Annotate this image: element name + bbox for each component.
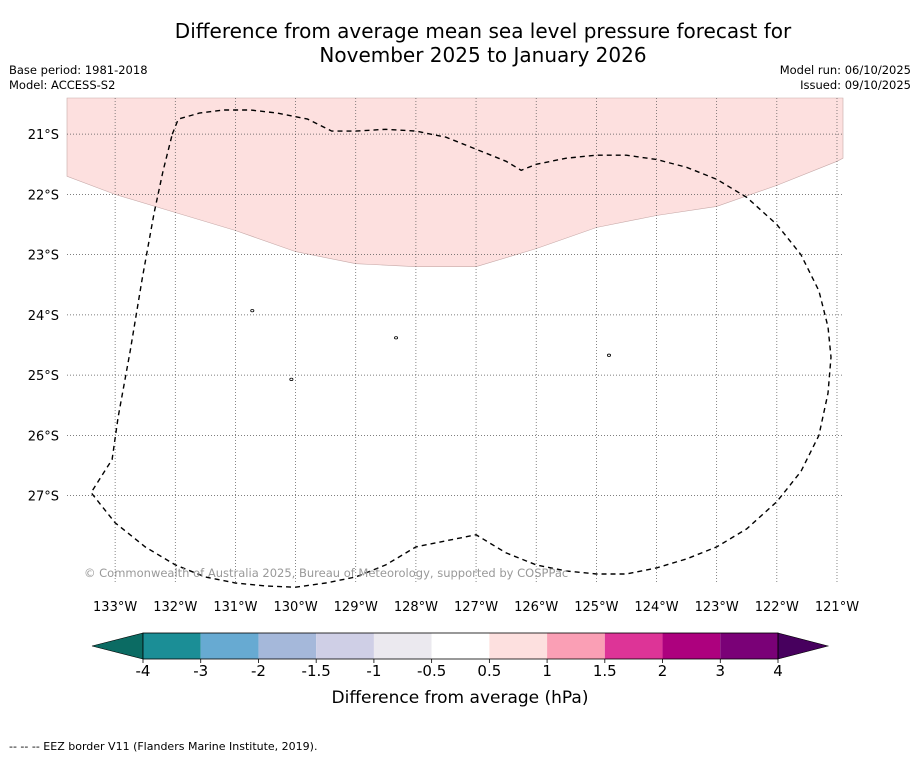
colorbar-tick-label: 1: [542, 662, 552, 680]
colorbar-tick-label: -0.5: [417, 662, 446, 680]
colorbar-tick-label: 2: [658, 662, 668, 680]
colorbar-extend-high: [777, 632, 830, 660]
lat-tick-label: 26°S: [28, 429, 59, 444]
lon-tick-label: 129°W: [334, 600, 378, 615]
lon-tick-label: 132°W: [153, 600, 197, 615]
colorbar-label: Difference from average (hPa): [332, 688, 589, 708]
colorbar-swatch: [258, 633, 317, 659]
longitude-tick-labels: 133°W 132°W 131°W 130°W 129°W 128°W 127°W 126°W…: [93, 600, 859, 615]
colorbar: -4 -3 -2 -1.5 -1 -0.5 0.5 1 1.5 2 3 4: [91, 632, 830, 680]
colorbar-tick-label: 3: [715, 662, 725, 680]
colorbar-tick-label: 4: [773, 662, 783, 680]
lat-tick-label: 24°S: [28, 309, 59, 324]
colorbar-swatch: [662, 633, 721, 659]
model-run: Model run: 06/10/2025: [779, 63, 911, 77]
colorbar-extend-low: [91, 632, 144, 660]
anomaly-region-0-5-to-1: [66, 97, 844, 267]
map-plot-area: © Commonwealth of Australia 2025, Bureau…: [66, 97, 844, 588]
lon-tick-label: 130°W: [274, 600, 318, 615]
lat-tick-label: 22°S: [28, 188, 59, 203]
run-info: Model run: 06/10/2025 Issued: 09/10/2025: [780, 63, 911, 93]
lat-tick-label: 27°S: [28, 490, 59, 505]
lon-tick-label: 122°W: [755, 600, 799, 615]
colorbar-frame: [142, 632, 779, 660]
colorbar-tick-label: 1.5: [593, 662, 617, 680]
island-islet-2: [394, 336, 399, 340]
colorbar-swatch: [431, 633, 490, 659]
islands: [250, 309, 611, 381]
model-name: Model: ACCESS-S2: [9, 78, 116, 92]
colorbar-tick-label: -2: [251, 662, 266, 680]
lon-tick-label: 131°W: [213, 600, 257, 615]
colorbar-swatch: [547, 633, 605, 659]
colorbar-swatch: [604, 633, 663, 659]
latitude-tick-labels: 21°S 22°S 23°S 24°S 25°S 26°S 27°S: [28, 128, 59, 504]
lon-tick-label: 127°W: [454, 600, 498, 615]
lon-tick-label: 124°W: [634, 600, 678, 615]
colorbar-tick-label: -4: [136, 662, 151, 680]
colorbar-swatch: [316, 633, 374, 659]
eez-legend-note: -- -- -- EEZ border V11 (Flanders Marine…: [9, 740, 318, 753]
colorbar-tick-label: -1: [366, 662, 381, 680]
colorbar-swatch: [489, 633, 548, 659]
island-islet-3: [606, 353, 611, 357]
map-title: Difference from average mean sea level p…: [0, 19, 919, 67]
lon-tick-label: 123°W: [695, 600, 739, 615]
title-line-1: Difference from average mean sea level p…: [174, 19, 792, 43]
lon-tick-label: 126°W: [514, 600, 558, 615]
graticule: [67, 98, 843, 583]
lat-tick-label: 21°S: [28, 128, 59, 143]
lon-tick-label: 133°W: [93, 600, 137, 615]
colorbar-swatch: [200, 633, 259, 659]
eez-border: [90, 109, 832, 588]
colorbar-tick-label: -3: [193, 662, 208, 680]
base-period: Base period: 1981-2018: [9, 63, 148, 77]
island-islet-4: [289, 377, 294, 381]
model-info: Base period: 1981-2018 Model: ACCESS-S2: [9, 63, 148, 93]
lon-tick-label: 128°W: [394, 600, 438, 615]
issued-date: Issued: 09/10/2025: [800, 78, 911, 92]
lat-tick-label: 25°S: [28, 369, 59, 384]
colorbar-swatch: [143, 633, 201, 659]
colorbar-tick-label: 0.5: [477, 662, 501, 680]
colorbar-tick-label: -1.5: [302, 662, 331, 680]
lat-tick-label: 23°S: [28, 249, 59, 264]
colorbar-swatch: [720, 633, 778, 659]
title-line-2: November 2025 to January 2026: [319, 43, 647, 67]
colorbar-swatch: [373, 633, 432, 659]
lon-tick-label: 121°W: [815, 600, 859, 615]
lon-tick-label: 125°W: [574, 600, 618, 615]
island-islet-1: [250, 309, 255, 313]
copyright-credit: © Commonwealth of Australia 2025, Bureau…: [84, 566, 568, 580]
